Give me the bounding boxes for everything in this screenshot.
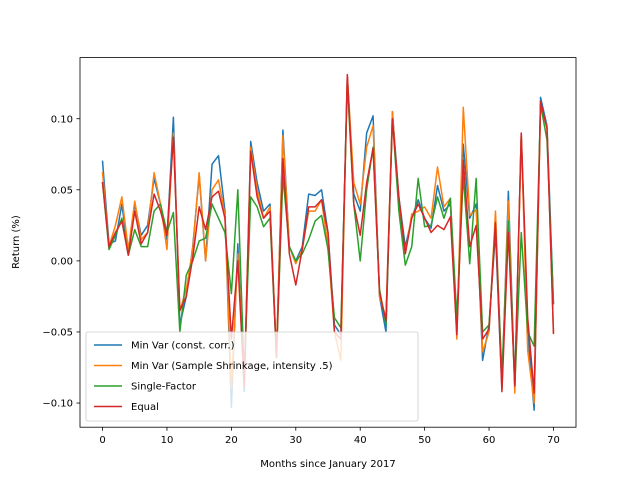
y-tick-label: 0.05 (51, 185, 73, 196)
x-tick-label: 60 (483, 435, 496, 446)
legend-label-3: Single-Factor (131, 382, 197, 393)
x-tick-label: 40 (354, 435, 367, 446)
x-tick-label: 10 (161, 435, 174, 446)
y-axis-label: Return (%) (11, 215, 22, 269)
x-tick-label: 70 (547, 435, 560, 446)
plot-area-frame (79, 57, 577, 428)
legend-label-4: Equal (131, 402, 159, 413)
x-tick-label: 30 (289, 435, 302, 446)
x-tick-label: 50 (418, 435, 431, 446)
x-tick-label: 0 (99, 435, 105, 446)
x-axis-label: Months since January 2017 (260, 459, 395, 470)
y-tick-label: −0.10 (42, 399, 73, 410)
y-tick-label: −0.05 (42, 328, 73, 339)
y-axis-ticks: −0.10 −0.05 0.00 0.05 0.10 (42, 114, 80, 410)
series-line-3 (101, 82, 555, 387)
y-tick-label: 0.10 (51, 114, 73, 125)
y-tick-label: 0.00 (51, 256, 73, 267)
series-line-4 (101, 73, 555, 394)
series-lines (101, 73, 555, 411)
legend-label-2: Min Var (Sample Shrinkage, intensity .5) (131, 361, 333, 372)
legend: Min Var (const. corr.) Min Var (Sample Sh… (85, 331, 419, 422)
legend-box (85, 331, 419, 422)
x-tick-label: 20 (225, 435, 238, 446)
x-axis-ticks: 0 10 20 30 40 50 60 70 (99, 427, 560, 446)
legend-label-1: Min Var (const. corr.) (131, 341, 235, 352)
